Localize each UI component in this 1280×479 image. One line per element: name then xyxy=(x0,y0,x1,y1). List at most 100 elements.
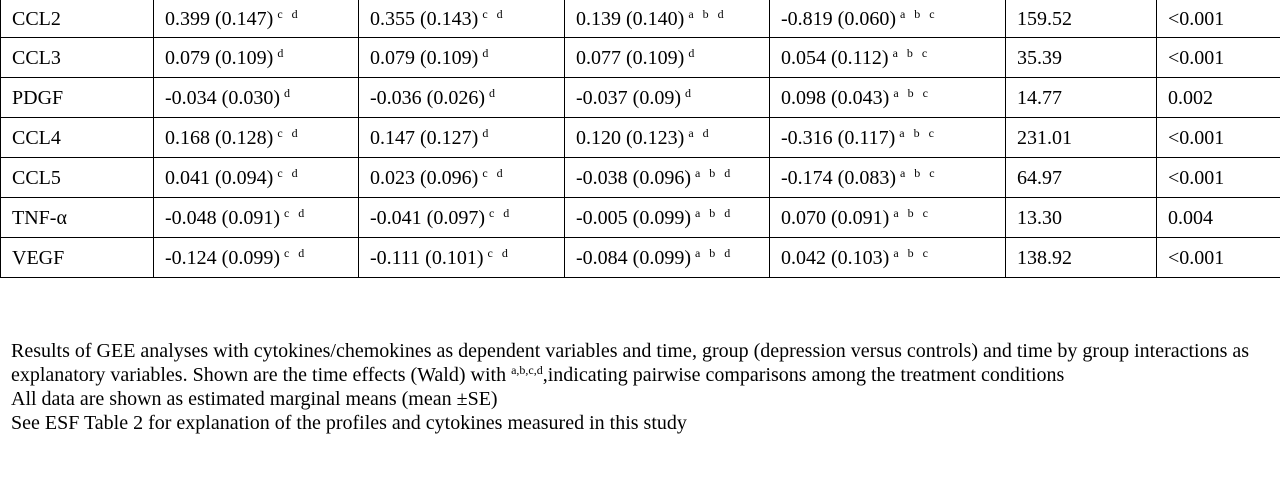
mean-se-cell: 0.079 (0.109) d xyxy=(153,37,359,78)
mean-se-value: 0.054 (0.112) xyxy=(781,46,889,69)
cytokine-name-cell: CCL2 xyxy=(0,0,154,38)
pairwise-comparison-marks: a b c xyxy=(899,6,938,21)
mean-se-cell: 0.041 (0.094) c d xyxy=(153,157,359,198)
cytokine-name-cell: VEGF xyxy=(0,237,154,278)
mean-se-cell: 0.054 (0.112) a b c xyxy=(769,37,1006,78)
cytokine-name-cell: CCL5 xyxy=(0,157,154,198)
p-value-cell: 0.004 xyxy=(1156,197,1280,238)
footnote-marginal-means: All data are shown as estimated marginal… xyxy=(11,388,498,410)
p-value-cell: <0.001 xyxy=(1156,0,1280,38)
pairwise-comparison-marks: a b d xyxy=(688,6,727,21)
table-row: TNF-α -0.048 (0.091) c d -0.041 (0.097) c d-… xyxy=(0,197,1280,238)
footnote-superscript-marks: a,b,c,d xyxy=(511,363,543,377)
mean-se-cell: 0.355 (0.143) c d xyxy=(358,0,565,38)
mean-se-cell: 0.139 (0.140) a b d xyxy=(564,0,770,38)
pairwise-comparison-marks: c d xyxy=(482,6,506,21)
mean-se-cell: -0.005 (0.099) a b d xyxy=(564,197,770,238)
wald-statistic-cell: 231.01 xyxy=(1005,117,1157,158)
wald-statistic-cell: 138.92 xyxy=(1005,237,1157,278)
mean-se-value: 0.042 (0.103) xyxy=(781,246,890,269)
mean-se-value: -0.048 (0.091) xyxy=(165,206,280,229)
mean-se-value: -0.036 (0.026) xyxy=(370,86,485,109)
mean-se-value: -0.005 (0.099) xyxy=(576,206,691,229)
p-value-cell: <0.001 xyxy=(1156,237,1280,278)
mean-se-cell: -0.819 (0.060) a b c xyxy=(769,0,1006,38)
mean-se-cell: -0.036 (0.026) d xyxy=(358,77,565,118)
mean-se-value: 0.168 (0.128) xyxy=(165,126,274,149)
footnote-analysis-text-end: ,indicating pairwise comparisons among t… xyxy=(542,364,1065,386)
mean-se-value: 0.079 (0.109) xyxy=(370,46,479,69)
table-row: PDGF -0.034 (0.030) d -0.036 (0.026) d -0.037… xyxy=(0,77,1280,118)
table-row: CCL5 0.041 (0.094) c d 0.023 (0.096) c d -0.0… xyxy=(0,157,1280,198)
mean-se-value: -0.034 (0.030) xyxy=(165,86,280,109)
mean-se-cell: 0.070 (0.091) a b c xyxy=(769,197,1006,238)
pairwise-comparison-marks: a b c xyxy=(893,85,931,100)
mean-se-value: 0.079 (0.109) xyxy=(165,46,274,69)
results-table: CCL2 0.399 (0.147) c d 0.355 (0.143) c d 0.13… xyxy=(0,0,1280,278)
wald-statistic-cell: 13.30 xyxy=(1005,197,1157,238)
mean-se-value: 0.023 (0.096) xyxy=(370,166,479,189)
table-row: CCL3 0.079 (0.109) d 0.079 (0.109) d 0.077 (0… xyxy=(0,37,1280,78)
pairwise-comparison-marks: c d xyxy=(488,205,513,220)
mean-se-cell: 0.147 (0.127) d xyxy=(358,117,565,158)
pairwise-comparison-marks: d xyxy=(684,85,694,100)
pairwise-comparison-marks: d xyxy=(482,125,492,140)
table-body: CCL2 0.399 (0.147) c d 0.355 (0.143) c d 0.13… xyxy=(0,0,1280,278)
mean-se-cell: -0.084 (0.099) a b d xyxy=(564,237,770,278)
pairwise-comparison-marks: c d xyxy=(277,125,301,140)
pairwise-comparison-marks: a b c xyxy=(893,245,931,260)
mean-se-value: 0.077 (0.109) xyxy=(576,46,685,69)
p-value-cell: 0.002 xyxy=(1156,77,1280,118)
mean-se-value: -0.084 (0.099) xyxy=(576,246,691,269)
mean-se-value: -0.124 (0.099) xyxy=(165,246,280,269)
table-footnotes: Results of GEE analyses with cytokines/c… xyxy=(11,339,1273,435)
mean-se-value: 0.399 (0.147) xyxy=(165,7,274,30)
mean-se-cell: 0.042 (0.103) a b c xyxy=(769,237,1006,278)
mean-se-cell: 0.120 (0.123) a d xyxy=(564,117,770,158)
mean-se-cell: -0.037 (0.09) d xyxy=(564,77,770,118)
cytokine-name-cell: PDGF xyxy=(0,77,154,118)
mean-se-value: -0.174 (0.083) xyxy=(781,166,896,189)
mean-se-value: 0.098 (0.043) xyxy=(781,86,890,109)
mean-se-cell: -0.111 (0.101) c d xyxy=(358,237,565,278)
wald-statistic-cell: 64.97 xyxy=(1005,157,1157,198)
wald-statistic-cell: 14.77 xyxy=(1005,77,1157,118)
mean-se-cell: 0.168 (0.128) c d xyxy=(153,117,359,158)
mean-se-value: 0.070 (0.091) xyxy=(781,206,890,229)
pairwise-comparison-marks: d xyxy=(488,85,498,100)
pairwise-comparison-marks: a b d xyxy=(694,245,734,260)
pairwise-comparison-marks: c d xyxy=(487,245,511,260)
pairwise-comparison-marks: d xyxy=(688,45,698,60)
mean-se-cell: -0.124 (0.099) c d xyxy=(153,237,359,278)
mean-se-value: 0.120 (0.123) xyxy=(576,126,685,149)
mean-se-value: -0.819 (0.060) xyxy=(781,7,896,30)
p-value-cell: <0.001 xyxy=(1156,157,1280,198)
cytokine-name-cell: CCL4 xyxy=(0,117,154,158)
mean-se-value: 0.139 (0.140) xyxy=(576,7,685,30)
pairwise-comparison-marks: a b c xyxy=(899,125,937,140)
mean-se-value: -0.037 (0.09) xyxy=(576,86,681,109)
mean-se-cell: 0.399 (0.147) c d xyxy=(153,0,359,38)
wald-statistic-cell: 35.39 xyxy=(1005,37,1157,78)
table-row: CCL4 0.168 (0.128) c d 0.147 (0.127) d 0.120 … xyxy=(0,117,1280,158)
mean-se-cell: -0.174 (0.083) a b c xyxy=(769,157,1006,198)
pairwise-comparison-marks: a d xyxy=(688,125,712,140)
mean-se-value: -0.038 (0.096) xyxy=(576,166,691,189)
mean-se-value: -0.111 (0.101) xyxy=(370,246,484,269)
table-row: CCL2 0.399 (0.147) c d 0.355 (0.143) c d 0.13… xyxy=(0,0,1280,38)
mean-se-cell: 0.077 (0.109) d xyxy=(564,37,770,78)
pairwise-comparison-marks: d xyxy=(482,45,492,60)
pairwise-comparison-marks: c d xyxy=(277,6,301,21)
mean-se-value: 0.355 (0.143) xyxy=(370,7,479,30)
p-value-cell: <0.001 xyxy=(1156,37,1280,78)
mean-se-cell: -0.048 (0.091) c d xyxy=(153,197,359,238)
cytokine-name-cell: CCL3 xyxy=(0,37,154,78)
cytokine-name-cell: TNF-α xyxy=(0,197,154,238)
pairwise-comparison-marks: d xyxy=(277,45,287,60)
mean-se-cell: 0.023 (0.096) c d xyxy=(358,157,565,198)
mean-se-cell: 0.098 (0.043) a b c xyxy=(769,77,1006,118)
mean-se-value: 0.147 (0.127) xyxy=(370,126,479,149)
mean-se-value: -0.316 (0.117) xyxy=(781,126,896,149)
pairwise-comparison-marks: c d xyxy=(283,205,308,220)
footnote-analysis-text: Results of GEE analyses with cytokines/c… xyxy=(11,340,1250,386)
